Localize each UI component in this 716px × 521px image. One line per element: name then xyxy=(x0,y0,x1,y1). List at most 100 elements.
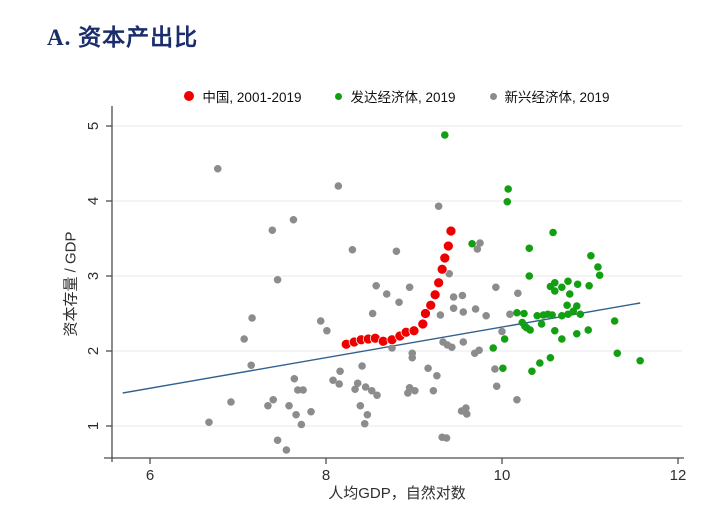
chart-legend: 中国, 2001-2019 发达经济体, 2019 新兴经济体, 2019 xyxy=(112,86,682,106)
data-point-emerging xyxy=(361,383,370,391)
data-point-emerging xyxy=(360,419,369,428)
data-point-developed xyxy=(546,353,555,362)
data-point-developed xyxy=(551,326,559,335)
y-axis-label: 资本存量 / GDP xyxy=(62,231,80,337)
data-point-developed xyxy=(526,326,534,334)
data-point-developed xyxy=(573,329,581,338)
y-tick-label: 4 xyxy=(85,197,102,205)
data-point-emerging xyxy=(367,386,376,395)
data-point-emerging xyxy=(285,401,293,410)
data-point-emerging xyxy=(492,283,500,292)
data-point-emerging xyxy=(248,314,256,322)
legend-marker-developed-icon xyxy=(335,92,343,100)
data-point-developed xyxy=(536,359,544,367)
data-point-emerging xyxy=(458,291,467,300)
data-point-developed xyxy=(504,185,512,193)
data-point-emerging xyxy=(290,374,299,383)
y-tick-label: 5 xyxy=(85,122,102,130)
data-point-emerging xyxy=(434,202,443,211)
data-point-developed xyxy=(441,131,449,139)
data-point-developed xyxy=(585,281,593,290)
data-point-emerging xyxy=(372,281,380,290)
data-point-developed xyxy=(468,239,476,248)
legend-item-developed: 发达经济体, 2019 xyxy=(335,86,456,106)
data-point-emerging xyxy=(292,410,300,419)
data-point-china xyxy=(442,240,454,252)
data-point-developed xyxy=(576,310,585,319)
data-point-emerging xyxy=(424,364,432,373)
data-point-emerging xyxy=(353,379,362,388)
data-point-emerging xyxy=(395,298,403,307)
x-tick-label: 8 xyxy=(322,467,330,484)
data-point-emerging xyxy=(307,407,315,416)
x-tick-label: 12 xyxy=(670,467,687,484)
legend-label-emerging: 新兴经济体, 2019 xyxy=(504,90,610,105)
data-point-emerging xyxy=(273,275,282,284)
data-point-emerging xyxy=(247,361,255,370)
data-point-developed xyxy=(525,244,534,253)
data-point-emerging xyxy=(289,215,298,224)
data-point-china xyxy=(436,263,448,275)
data-point-developed xyxy=(525,272,534,280)
data-point-developed xyxy=(551,287,559,295)
data-point-emerging xyxy=(294,386,302,394)
data-point-emerging xyxy=(475,346,483,355)
data-point-emerging xyxy=(513,395,521,404)
data-point-emerging xyxy=(491,365,499,373)
data-point-emerging xyxy=(373,391,381,400)
data-point-developed xyxy=(573,302,581,310)
data-point-emerging xyxy=(482,311,490,320)
data-point-developed xyxy=(548,311,556,319)
data-point-developed xyxy=(528,367,536,376)
data-point-emerging xyxy=(363,410,372,419)
data-point-developed xyxy=(558,311,566,320)
data-point-developed xyxy=(520,309,528,318)
data-point-emerging xyxy=(205,418,213,427)
data-point-developed xyxy=(513,308,521,317)
y-tick-label: 1 xyxy=(85,422,102,430)
data-point-emerging xyxy=(356,401,365,410)
data-point-emerging xyxy=(473,245,482,253)
data-point-emerging xyxy=(448,343,456,352)
data-point-emerging xyxy=(449,304,458,313)
data-point-china xyxy=(439,252,451,264)
data-point-developed xyxy=(564,277,572,286)
data-point-emerging xyxy=(408,353,417,362)
data-point-emerging xyxy=(459,338,468,346)
data-point-emerging xyxy=(498,327,506,336)
data-point-emerging xyxy=(297,420,306,429)
data-point-emerging xyxy=(299,386,307,394)
data-point-emerging xyxy=(476,239,484,247)
data-point-developed xyxy=(503,197,512,206)
x-tick-label: 6 xyxy=(146,467,154,484)
data-point-emerging xyxy=(264,401,272,410)
data-point-emerging xyxy=(514,289,522,298)
data-point-emerging xyxy=(282,446,291,454)
data-point-emerging xyxy=(227,398,235,406)
data-point-emerging xyxy=(382,290,391,298)
data-point-developed xyxy=(636,356,644,365)
data-point-developed xyxy=(565,290,574,298)
x-axis-label: 人均GDP，自然对数 xyxy=(328,485,466,502)
legend-label-developed: 发达经济体, 2019 xyxy=(350,90,456,105)
data-point-emerging xyxy=(433,371,441,380)
legend-marker-emerging-icon xyxy=(489,92,497,100)
data-point-developed xyxy=(563,301,571,310)
data-point-emerging xyxy=(240,335,248,343)
data-point-developed xyxy=(533,311,541,320)
chart-title: A. 资本产出比 xyxy=(47,25,199,50)
data-point-developed xyxy=(500,335,509,343)
data-point-emerging xyxy=(316,317,325,325)
data-point-emerging xyxy=(329,376,337,385)
data-point-developed xyxy=(587,251,595,260)
data-point-emerging xyxy=(506,310,514,319)
data-point-emerging xyxy=(323,326,331,335)
data-point-china xyxy=(408,325,420,337)
data-point-emerging xyxy=(336,367,344,376)
data-point-developed xyxy=(558,283,566,292)
data-point-developed xyxy=(595,271,604,280)
data-point-emerging xyxy=(273,436,282,445)
legend-item-emerging: 新兴经济体, 2019 xyxy=(489,86,610,106)
